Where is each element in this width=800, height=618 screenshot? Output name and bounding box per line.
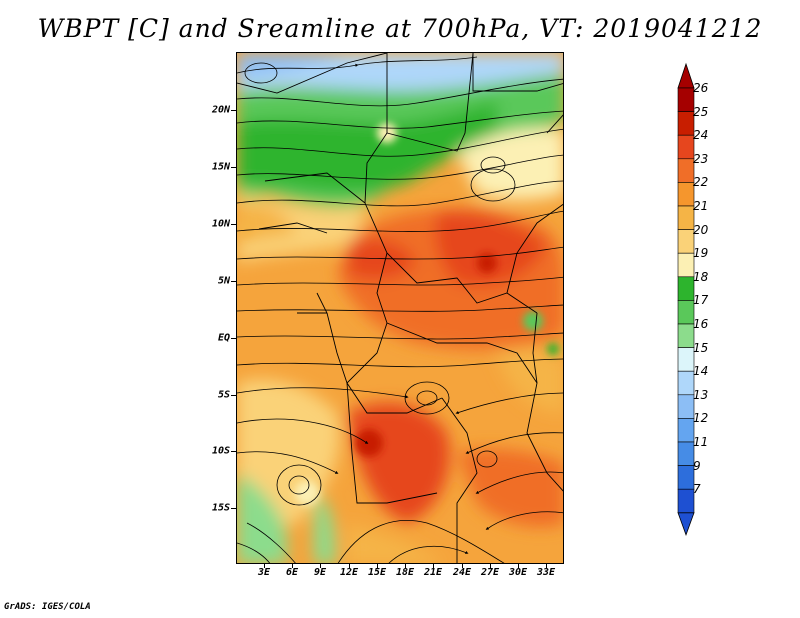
colorbar-segment	[677, 465, 695, 490]
country-borders	[237, 53, 563, 563]
lat-label-15n: 15N	[211, 161, 230, 173]
colorbar-segment	[677, 229, 695, 254]
colorbar-label: 26	[693, 81, 709, 95]
colorbar-segment	[677, 418, 695, 443]
lat-label-eq: EQ	[217, 332, 230, 344]
lon-label-27e: 27E	[480, 567, 500, 578]
lon-tick	[518, 564, 519, 568]
lon-tick	[405, 564, 406, 568]
lon-label-33e: 33E	[536, 567, 556, 578]
colorbar-label: 9	[693, 458, 701, 473]
colorbar-label: 20	[693, 222, 709, 237]
lon-label-24e: 24E	[452, 567, 472, 578]
colorbar-segment	[677, 488, 695, 514]
lon-tick	[490, 564, 491, 568]
lon-tick	[546, 564, 547, 568]
colorbar-label: 22	[693, 175, 709, 190]
colorbar-label: 13	[693, 387, 709, 402]
lat-label-20n: 20N	[211, 104, 230, 116]
colorbar-label: 14	[693, 364, 709, 379]
colorbar-label: 23	[693, 151, 709, 166]
map-panel	[236, 52, 564, 564]
colorbar-label: 7	[693, 482, 701, 497]
lon-tick	[433, 564, 434, 568]
lon-tick	[264, 564, 265, 568]
colorbar-segment	[677, 347, 695, 372]
lon-tick	[377, 564, 378, 568]
colorbar-label: 21	[693, 199, 709, 213]
streamlines	[237, 56, 563, 563]
lon-tick	[292, 564, 293, 568]
colorbar-segment	[677, 441, 695, 466]
chart-title: WBPT [C] and Sreamline at 700hPa, VT: 20…	[37, 14, 763, 43]
colorbar-segment	[677, 252, 695, 278]
lat-tick	[231, 451, 236, 452]
lon-label-21e: 21E	[423, 567, 443, 578]
colorbar-segment	[677, 300, 695, 325]
lon-tick	[320, 564, 321, 568]
lon-label-9e: 9E	[313, 567, 327, 578]
colorbar-label: 16	[693, 317, 709, 331]
colorbar-label: 25	[693, 104, 709, 119]
lat-label-15s: 15S	[211, 502, 230, 514]
lat-tick	[231, 110, 236, 111]
colorbar-top-arrow	[677, 62, 695, 89]
colorbar-label: 12	[693, 411, 709, 426]
colorbar-segment	[677, 182, 695, 207]
colorbar-label: 11	[693, 435, 709, 449]
colorbar-segment	[677, 370, 695, 396]
colorbar-segment	[677, 323, 695, 348]
lat-tick	[231, 508, 236, 509]
lat-label-5s: 5S	[217, 389, 230, 401]
lat-label-5n: 5N	[217, 275, 230, 287]
colorbar-label: 15	[693, 340, 709, 355]
colorbar-segment	[677, 394, 695, 419]
lon-tick	[349, 564, 350, 568]
lat-label-10s: 10S	[211, 445, 230, 457]
colorbar-segment	[677, 158, 695, 183]
lon-label-12e: 12E	[339, 567, 359, 578]
colorbar-label: 17	[693, 293, 709, 308]
colorbar-segment	[677, 134, 695, 160]
footer-credit: GrADS: IGES/COLA	[4, 602, 91, 612]
lon-label-15e: 15E	[367, 567, 387, 578]
lon-label-6e: 6E	[285, 567, 299, 578]
lat-tick	[231, 395, 236, 396]
colorbar-segment	[677, 205, 695, 230]
wbpt-field	[237, 53, 563, 563]
lon-tick	[462, 564, 463, 568]
lat-tick	[231, 167, 236, 168]
colorbar-label: 18	[693, 269, 709, 284]
colorbar-bottom-arrow	[677, 512, 695, 536]
wbpt-shading	[237, 53, 563, 563]
colorbar-segment	[677, 276, 695, 301]
lat-tick	[231, 338, 236, 339]
lat-label-10n: 10N	[211, 218, 230, 230]
colorbar	[677, 62, 695, 536]
colorbar-label: 19	[693, 246, 709, 261]
colorbar-label: 24	[693, 128, 709, 143]
lat-tick	[231, 281, 236, 282]
colorbar-segment	[677, 111, 695, 136]
lon-label-18e: 18E	[395, 567, 415, 578]
lon-label-30e: 30E	[508, 567, 528, 578]
colorbar-segment	[677, 87, 695, 112]
lon-label-3e: 3E	[257, 567, 271, 578]
lat-tick	[231, 224, 236, 225]
